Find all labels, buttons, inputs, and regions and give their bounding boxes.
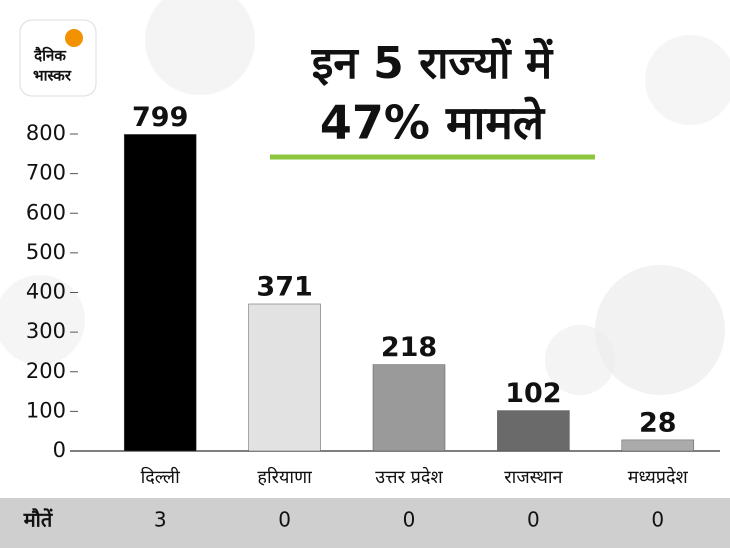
bar (248, 303, 321, 452)
value-label: 102 (505, 378, 561, 409)
table-cell: 0 (403, 508, 416, 532)
table-cell: 0 (278, 508, 291, 532)
table-cell: 3 (154, 508, 167, 532)
bar (372, 364, 446, 452)
value-label: 218 (381, 332, 437, 363)
x-tick-label: उत्तर प्रदेश (375, 466, 443, 488)
bar (497, 410, 570, 452)
y-tick-label: 700 (26, 161, 66, 185)
logo-text: दैनिक (33, 47, 67, 65)
chart-title: 47% मामले (320, 96, 546, 150)
table-header: मौतें (23, 508, 54, 532)
bar (123, 134, 197, 452)
chart-title: इन 5 राज्यों में (311, 37, 554, 89)
y-tick-label: 400 (26, 280, 66, 304)
value-label: 799 (132, 102, 188, 133)
table-cell: 0 (527, 508, 540, 532)
y-tick-label: 600 (26, 200, 66, 224)
x-tick-label: मध्यप्रदेश (628, 466, 689, 488)
value-label: 28 (639, 407, 677, 438)
table-cell: 0 (651, 508, 664, 532)
value-label: 371 (256, 271, 312, 302)
x-tick-label: हरियाणा (257, 466, 312, 488)
background-decoration (145, 0, 725, 395)
table-row (0, 498, 730, 548)
y-tick-label: 0 (53, 438, 66, 462)
x-tick-label: दिल्ली (141, 466, 181, 488)
logo: दैनिक भास्कर (19, 19, 97, 97)
y-tick-label: 300 (26, 319, 66, 343)
bar (621, 439, 695, 452)
logo-text: भास्कर (33, 67, 72, 85)
y-tick-label: 800 (26, 121, 66, 145)
x-tick-label: राजस्थान (504, 467, 563, 488)
y-tick-label: 500 (26, 240, 66, 264)
y-tick-label: 100 (26, 398, 66, 422)
y-tick-label: 200 (26, 359, 66, 383)
